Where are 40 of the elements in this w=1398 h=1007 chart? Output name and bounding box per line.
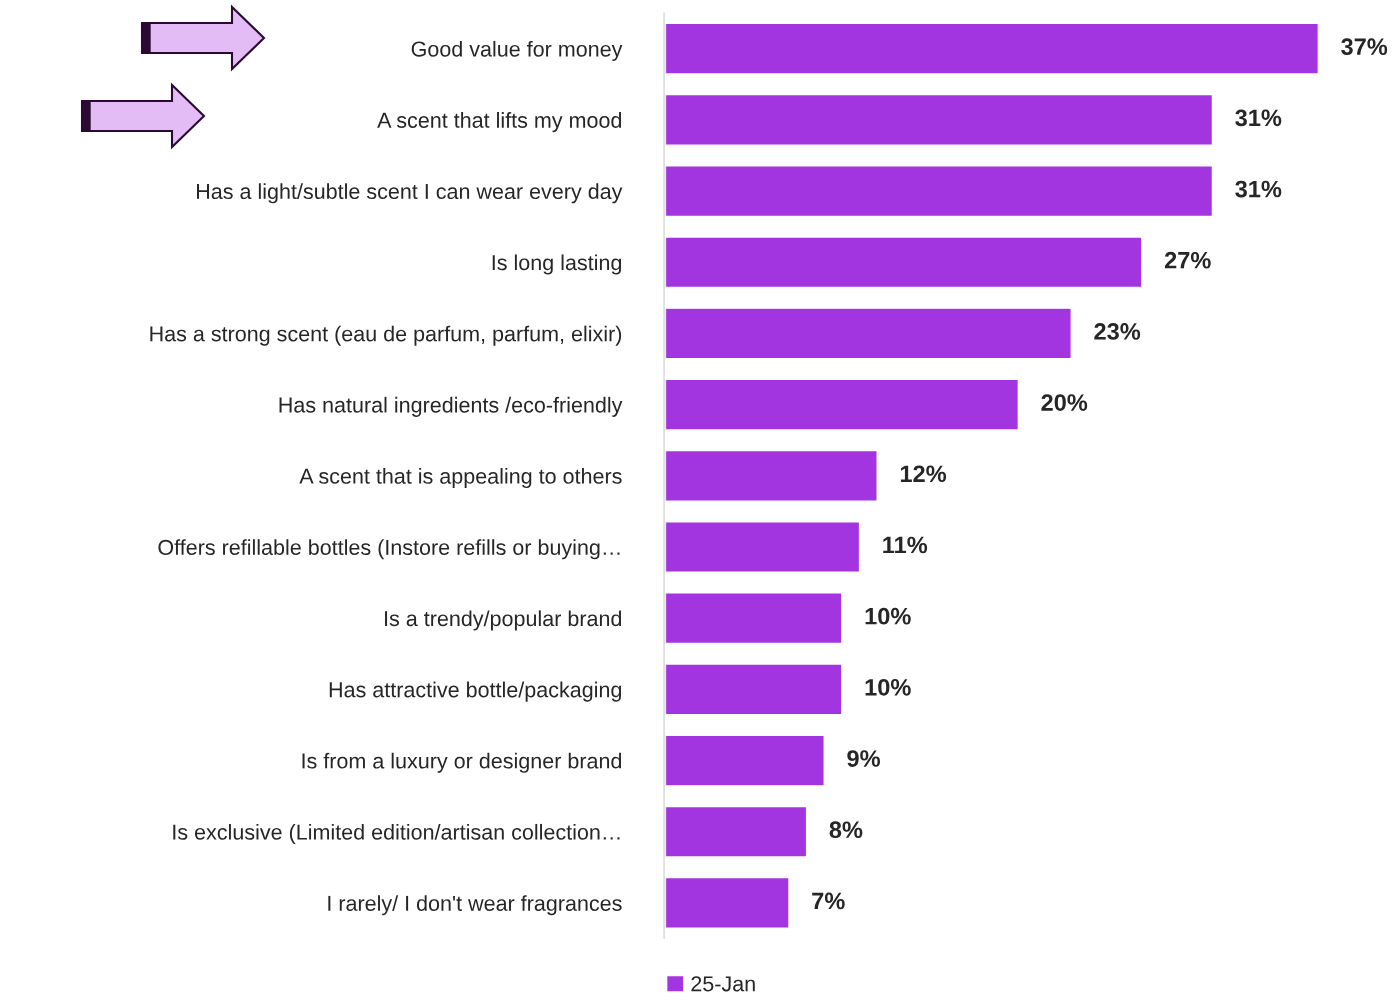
y-tick-label: Is long lasting [492, 254, 622, 275]
data-label: 23% [1094, 323, 1141, 340]
bar [665, 663, 843, 716]
bar [665, 22, 1319, 75]
bar [665, 165, 1214, 218]
data-label: 12% [900, 465, 947, 483]
bar [665, 521, 861, 573]
data-label: 10% [865, 607, 911, 625]
y-tick-label: Good value for money [411, 40, 623, 61]
bar [665, 307, 1072, 360]
data-label: 20% [1041, 394, 1088, 411]
data-label: 7% [812, 892, 845, 910]
bar [665, 734, 825, 787]
data-label: 11% [883, 536, 928, 554]
y-tick-label: Has natural ingredients /eco-friendly [279, 396, 623, 417]
y-tick-label: Offers refillable bottles (Instore refills or buying… [158, 539, 620, 560]
bar [665, 93, 1214, 146]
y-tick-label: I rarely/ I don't wear fragrances [328, 895, 622, 916]
bar [665, 805, 808, 858]
y-tick-label: A scent that lifts my mood [377, 112, 622, 133]
data-label: 8% [829, 821, 863, 839]
legend-label: 25-Jan [691, 976, 755, 992]
data-label: 27% [1164, 251, 1211, 269]
y-tick-label: Has a strong scent (eau de parfum, parfum, elixir) [150, 325, 622, 346]
bar [665, 876, 790, 929]
data-label: 10% [865, 678, 911, 696]
data-label: 37% [1341, 38, 1388, 56]
y-tick-label: A scent that is appealing to others [299, 468, 622, 489]
y-tick-label: Has attractive bottle/packaging [329, 681, 622, 702]
y-tick-label: Is exclusive (Limited edition/artisan collection… [173, 823, 620, 844]
bar [665, 449, 878, 502]
y-tick-label: Is a trendy/popular brand [385, 610, 622, 631]
y-tick-label: Is from a luxury or designer brand [302, 752, 622, 773]
bar [665, 592, 843, 645]
data-label: 9% [847, 750, 880, 767]
bar [665, 236, 1143, 289]
bar [665, 378, 1020, 431]
data-label: 31% [1235, 109, 1282, 127]
data-label: 31% [1235, 180, 1282, 198]
y-tick-label: Has a light/subtle scent I can wear every day [197, 183, 623, 204]
